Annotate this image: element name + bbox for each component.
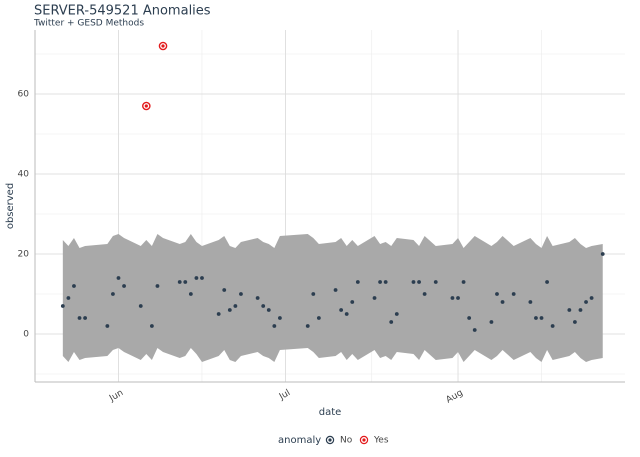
legend-key-center bbox=[362, 438, 366, 442]
point bbox=[489, 320, 494, 324]
point bbox=[456, 296, 460, 300]
point bbox=[194, 276, 199, 280]
point bbox=[72, 284, 76, 288]
point bbox=[278, 316, 282, 320]
y-tick-label: 60 bbox=[18, 90, 30, 100]
point bbox=[77, 316, 82, 320]
point bbox=[573, 320, 577, 324]
x-tick-label: Jul bbox=[277, 388, 292, 403]
point bbox=[66, 296, 71, 300]
point bbox=[550, 324, 555, 328]
point bbox=[333, 288, 338, 292]
point bbox=[472, 328, 477, 332]
point bbox=[539, 316, 544, 320]
point bbox=[339, 308, 344, 312]
point bbox=[222, 288, 227, 292]
point bbox=[450, 296, 455, 300]
point bbox=[111, 292, 115, 296]
point bbox=[216, 312, 221, 316]
x-axis-label: date bbox=[319, 407, 342, 418]
point bbox=[233, 304, 238, 308]
chart-subtitle: Twitter + GESD Methods bbox=[33, 19, 144, 29]
point bbox=[589, 296, 594, 300]
point bbox=[138, 304, 143, 308]
point bbox=[350, 300, 355, 304]
point bbox=[578, 308, 583, 312]
point bbox=[149, 324, 154, 328]
y-axis-label: observed bbox=[5, 183, 16, 229]
point bbox=[272, 324, 277, 328]
point bbox=[105, 324, 110, 328]
x-tick-label: Jun bbox=[107, 388, 125, 404]
y-tick-label: 40 bbox=[18, 170, 30, 180]
normal-range-band bbox=[62, 234, 603, 362]
point bbox=[355, 280, 360, 284]
point bbox=[545, 280, 549, 284]
point bbox=[255, 296, 260, 300]
x-tick-label: Aug bbox=[445, 388, 465, 405]
point bbox=[372, 296, 377, 300]
chart-title: SERVER-549521 Anomalies bbox=[34, 4, 211, 19]
point bbox=[383, 280, 388, 284]
point bbox=[584, 300, 588, 304]
point bbox=[305, 324, 310, 328]
point bbox=[183, 280, 188, 284]
point bbox=[417, 280, 421, 284]
point bbox=[411, 280, 416, 284]
y-tick-label: 0 bbox=[23, 330, 29, 340]
point bbox=[495, 292, 499, 296]
point bbox=[534, 316, 538, 320]
point bbox=[311, 292, 316, 296]
point bbox=[116, 276, 121, 280]
anomaly-point-center bbox=[161, 44, 165, 48]
point bbox=[461, 280, 466, 284]
anomaly-point-center bbox=[144, 104, 148, 108]
point bbox=[344, 312, 349, 316]
point bbox=[122, 284, 126, 288]
point bbox=[467, 316, 472, 320]
point bbox=[188, 292, 193, 296]
y-tick-label: 20 bbox=[18, 250, 30, 260]
legend-label: Yes bbox=[373, 436, 389, 446]
point bbox=[155, 284, 160, 288]
point bbox=[528, 300, 533, 304]
point bbox=[378, 280, 382, 284]
point bbox=[261, 304, 266, 308]
point bbox=[83, 316, 87, 320]
point bbox=[567, 308, 572, 312]
point bbox=[227, 308, 232, 312]
legend-title: anomaly bbox=[278, 435, 321, 446]
point bbox=[511, 292, 516, 296]
point bbox=[177, 280, 182, 284]
point bbox=[600, 252, 605, 256]
point bbox=[239, 292, 243, 296]
legend-label: No bbox=[340, 436, 353, 446]
point bbox=[316, 316, 321, 320]
point bbox=[60, 304, 65, 308]
point bbox=[266, 308, 271, 312]
legend-key-center bbox=[328, 438, 332, 442]
point bbox=[200, 276, 204, 280]
point bbox=[422, 292, 427, 296]
point bbox=[389, 320, 394, 324]
point bbox=[500, 300, 505, 304]
point bbox=[394, 312, 399, 316]
point bbox=[433, 280, 438, 284]
